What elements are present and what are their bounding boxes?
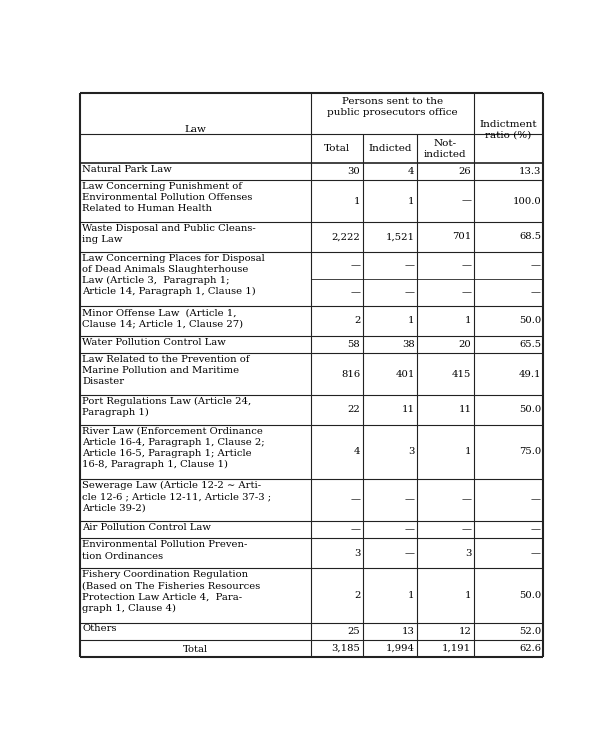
Text: 13: 13 [402,627,415,636]
Text: 1: 1 [408,317,415,326]
Text: 50.0: 50.0 [519,406,541,415]
Text: Indictment
ratio (%): Indictment ratio (%) [480,120,537,140]
Text: 701: 701 [452,232,471,241]
Text: Sewerage Law (Article 12-2 ∼ Arti-
cle 12-6 ; Article 12-11, Article 37-3 ;
Arti: Sewerage Law (Article 12-2 ∼ Arti- cle 1… [82,481,271,512]
Text: 1: 1 [465,591,471,600]
Text: 62.6: 62.6 [519,644,541,653]
Text: Not-
indicted: Not- indicted [424,139,466,159]
Text: 2,222: 2,222 [332,232,361,241]
Text: 65.5: 65.5 [519,340,541,349]
Text: 75.0: 75.0 [519,447,541,456]
Text: 4: 4 [408,167,415,176]
Text: 3: 3 [354,549,361,558]
Text: —: — [350,288,361,297]
Text: 1,521: 1,521 [385,232,415,241]
Text: 20: 20 [458,340,471,349]
Text: 11: 11 [402,406,415,415]
Text: 50.0: 50.0 [519,591,541,600]
Text: Law: Law [184,125,206,134]
Text: —: — [461,288,471,297]
Text: —: — [405,549,415,558]
Text: Total: Total [323,144,350,153]
Text: Natural Park Law: Natural Park Law [82,165,172,174]
Text: Fishery Coordination Regulation
(Based on The Fisheries Resources
Protection Law: Fishery Coordination Regulation (Based o… [82,570,260,613]
Text: —: — [461,261,471,270]
Text: Law Related to the Prevention of
Marine Pollution and Maritime
Disaster: Law Related to the Prevention of Marine … [82,355,250,386]
Text: 401: 401 [395,370,415,379]
Text: 12: 12 [458,627,471,636]
Text: 1,191: 1,191 [442,644,471,653]
Text: Total: Total [183,645,208,654]
Text: Minor Offense Law  (Article 1,
Clause 14; Article 1, Clause 27): Minor Offense Law (Article 1, Clause 14;… [82,308,243,328]
Text: 100.0: 100.0 [513,196,541,205]
Text: 13.3: 13.3 [519,167,541,176]
Text: Law Concerning Places for Disposal
of Dead Animals Slaughterhouse
Law (Article 3: Law Concerning Places for Disposal of De… [82,254,265,297]
Text: 816: 816 [341,370,361,379]
Text: 3,185: 3,185 [331,644,361,653]
Text: 1: 1 [465,317,471,326]
Text: —: — [405,288,415,297]
Text: 58: 58 [348,340,361,349]
Text: 11: 11 [458,406,471,415]
Text: Others: Others [82,624,117,633]
Text: 3: 3 [409,447,415,456]
Text: —: — [531,288,541,297]
Text: 1: 1 [408,196,415,205]
Text: 3: 3 [465,549,471,558]
Text: River Law (Enforcement Ordinance
Article 16-4, Paragraph 1, Clause 2;
Article 16: River Law (Enforcement Ordinance Article… [82,427,265,469]
Text: 30: 30 [348,167,361,176]
Text: —: — [531,525,541,534]
Text: 4: 4 [354,447,361,456]
Text: —: — [350,496,361,505]
Text: 1: 1 [408,591,415,600]
Text: Environmental Pollution Preven-
tion Ordinances: Environmental Pollution Preven- tion Ord… [82,540,247,560]
Text: 2: 2 [354,591,361,600]
Text: —: — [531,549,541,558]
Text: —: — [531,261,541,270]
Text: —: — [405,261,415,270]
Text: —: — [461,196,471,205]
Text: 49.1: 49.1 [519,370,541,379]
Text: 1: 1 [465,447,471,456]
Text: 22: 22 [348,406,361,415]
Text: —: — [461,496,471,505]
Text: 1: 1 [354,196,361,205]
Text: Air Pollution Control Law: Air Pollution Control Law [82,523,211,532]
Text: 52.0: 52.0 [519,627,541,636]
Text: 2: 2 [354,317,361,326]
Text: Law Concerning Punishment of
Environmental Pollution Offenses
Related to Human H: Law Concerning Punishment of Environment… [82,182,252,213]
Text: 25: 25 [348,627,361,636]
Text: 50.0: 50.0 [519,317,541,326]
Text: Water Pollution Control Law: Water Pollution Control Law [82,338,226,347]
Text: 68.5: 68.5 [519,232,541,241]
Text: —: — [350,261,361,270]
Text: 38: 38 [402,340,415,349]
Text: Waste Disposal and Public Cleans-
ing Law: Waste Disposal and Public Cleans- ing La… [82,224,256,244]
Text: Persons sent to the
public prosecutors office: Persons sent to the public prosecutors o… [327,96,457,117]
Text: 26: 26 [458,167,471,176]
Text: —: — [350,525,361,534]
Text: —: — [531,496,541,505]
Text: —: — [461,525,471,534]
Text: —: — [405,496,415,505]
Text: Indicted: Indicted [368,144,412,153]
Text: 415: 415 [452,370,471,379]
Text: —: — [405,525,415,534]
Text: Port Regulations Law (Article 24,
Paragraph 1): Port Regulations Law (Article 24, Paragr… [82,397,252,418]
Text: 1,994: 1,994 [385,644,415,653]
